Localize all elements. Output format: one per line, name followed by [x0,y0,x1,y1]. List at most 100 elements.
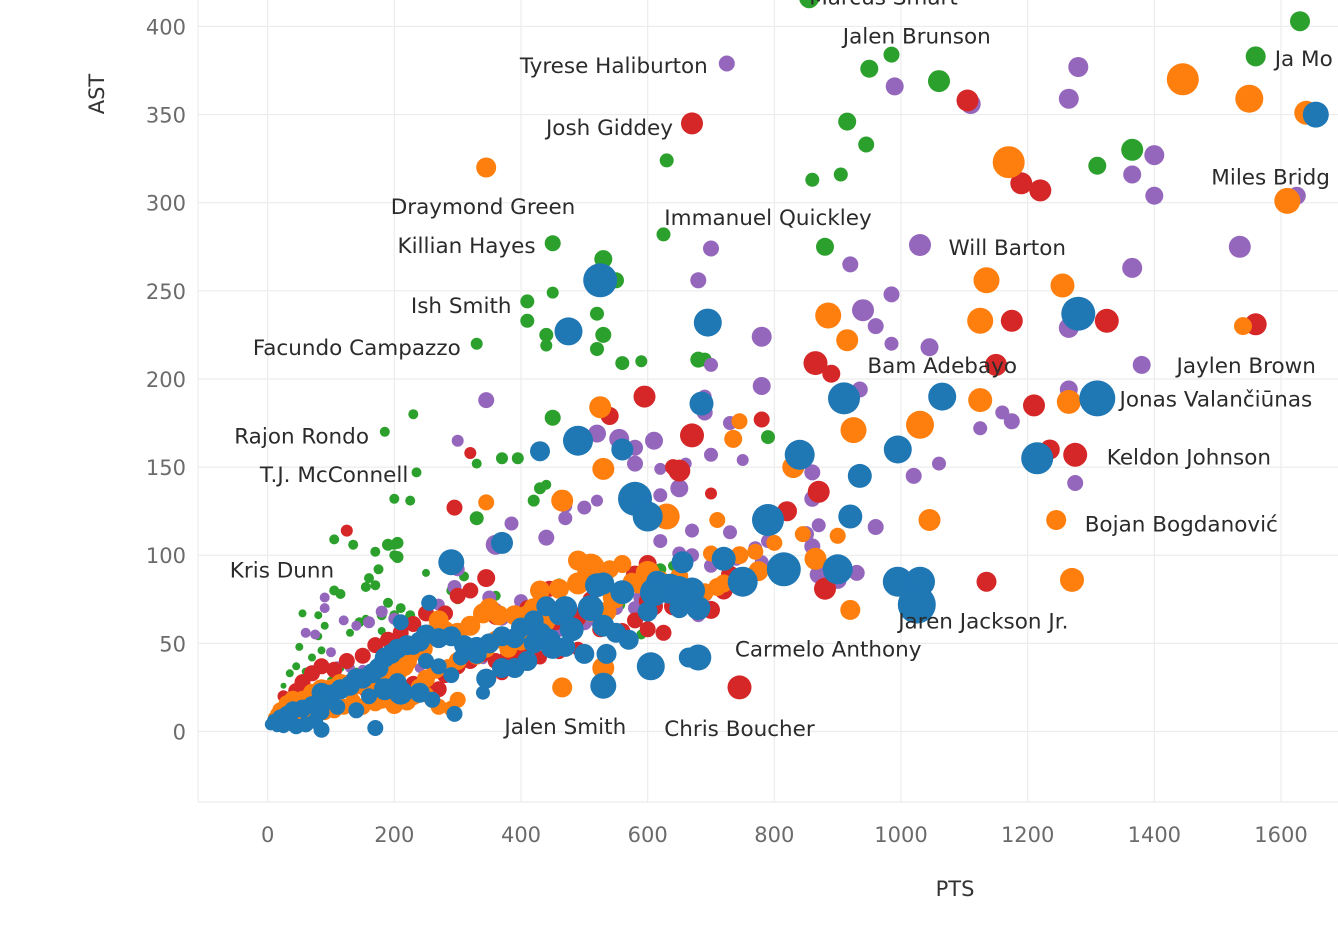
data-point-blue [610,580,635,605]
data-point-orange [766,534,783,551]
data-point-blue [271,720,284,733]
data-point-purple [1144,145,1165,166]
data-point-purple [736,454,749,466]
data-point-purple [842,256,859,273]
data-point-red [639,621,656,638]
y-axis-title: AST [85,74,109,115]
data-point-blue [640,578,668,607]
data-point-red [705,487,717,500]
x-tick-label: 200 [374,823,414,847]
data-point-blue [727,566,758,597]
point-annotation: Jalen Smith [502,715,626,740]
data-point-green [346,628,354,637]
data-point-orange [804,547,827,570]
data-point-purple [351,620,362,631]
data-point-green [379,426,390,437]
data-point-blue [784,439,815,470]
x-tick-label: 1000 [874,823,927,847]
data-point-green [1121,138,1144,161]
data-point-blue [418,653,434,669]
data-point-purple [375,605,388,618]
data-point-blue [452,649,469,666]
data-point-orange [1050,273,1075,298]
data-point-blue [430,658,447,675]
data-point-blue [766,552,801,587]
data-point-green [659,153,674,168]
data-point-purple [645,431,663,450]
data-point-orange [1235,84,1264,113]
data-point-purple [704,447,718,462]
data-point-purple [920,338,939,357]
data-point-blue [632,501,663,532]
data-point-green [377,627,386,635]
y-tick-label: 200 [146,368,186,392]
point-annotation: Chris Boucher [664,717,815,742]
data-point-blue [392,614,409,631]
point-annotation: Kris Dunn [230,558,334,583]
data-point-purple [1068,57,1089,77]
point-annotation: Miles Bridg [1211,165,1330,190]
point-annotation: Draymond Green [391,195,576,220]
data-point-blue [446,705,463,722]
point-annotation: Tyrese Haliburton [519,54,708,79]
data-point-purple [995,405,1010,420]
data-point-green [389,493,400,504]
data-point-orange [530,580,550,601]
data-point-green [799,0,820,9]
data-point-purple [326,647,336,658]
data-point-purple [1122,257,1143,278]
data-point-purple [883,286,900,303]
point-annotation: Bojan Bogdanović [1085,513,1278,538]
data-point-red [367,637,384,654]
data-point-blue [348,702,365,719]
data-point-green [496,452,508,465]
data-point-orange [840,599,861,620]
data-point-blue [574,643,595,664]
data-point-purple [718,55,735,72]
data-point-blue [897,585,936,624]
data-point-orange [840,417,867,444]
data-point-blue [361,688,377,705]
data-point-green [1088,156,1107,175]
points-layer [264,0,1329,738]
data-point-green [761,430,775,445]
data-point-blue [1021,442,1054,475]
data-point-purple [690,272,707,289]
data-point-blue [669,598,690,619]
point-annotation: Jonas Valančiūnas [1118,387,1313,412]
data-point-blue [1061,296,1096,331]
y-tick-label: 250 [146,280,186,304]
data-point-purple [1058,88,1079,109]
data-point-green [280,682,287,689]
point-annotation: Rajon Rondo [234,424,369,449]
data-point-blue [492,658,512,678]
data-point-green [314,611,323,620]
data-point-orange [724,429,743,448]
data-point-blue [530,441,550,462]
point-annotation: Jaylen Brown [1175,354,1316,379]
data-point-green [285,669,294,678]
data-point-red [1094,308,1119,333]
data-point-orange [1166,63,1199,96]
data-point-purple [538,529,555,546]
ticks-layer: 0 200 400 600 800 1000 1200 1400 1600 0 50 100 150 20… [146,15,1308,847]
data-point-red [338,653,355,669]
data-point-green [395,603,406,614]
data-point-green [370,546,381,557]
data-point-purple [848,564,865,581]
data-point-purple [310,629,321,640]
data-point-green [590,342,604,356]
data-point-green [360,582,371,592]
data-point-red [1023,394,1045,417]
data-point-purple [751,326,772,347]
data-point-red [354,647,371,664]
data-point-green [1290,11,1310,32]
y-tick-label: 350 [146,104,186,128]
data-point-green [470,337,483,350]
data-point-purple [1123,165,1142,184]
y-tick-label: 300 [146,192,186,216]
data-point-purple [703,240,719,257]
data-point-green [320,621,329,630]
data-point-blue [585,573,609,598]
data-point-blue [438,549,465,576]
